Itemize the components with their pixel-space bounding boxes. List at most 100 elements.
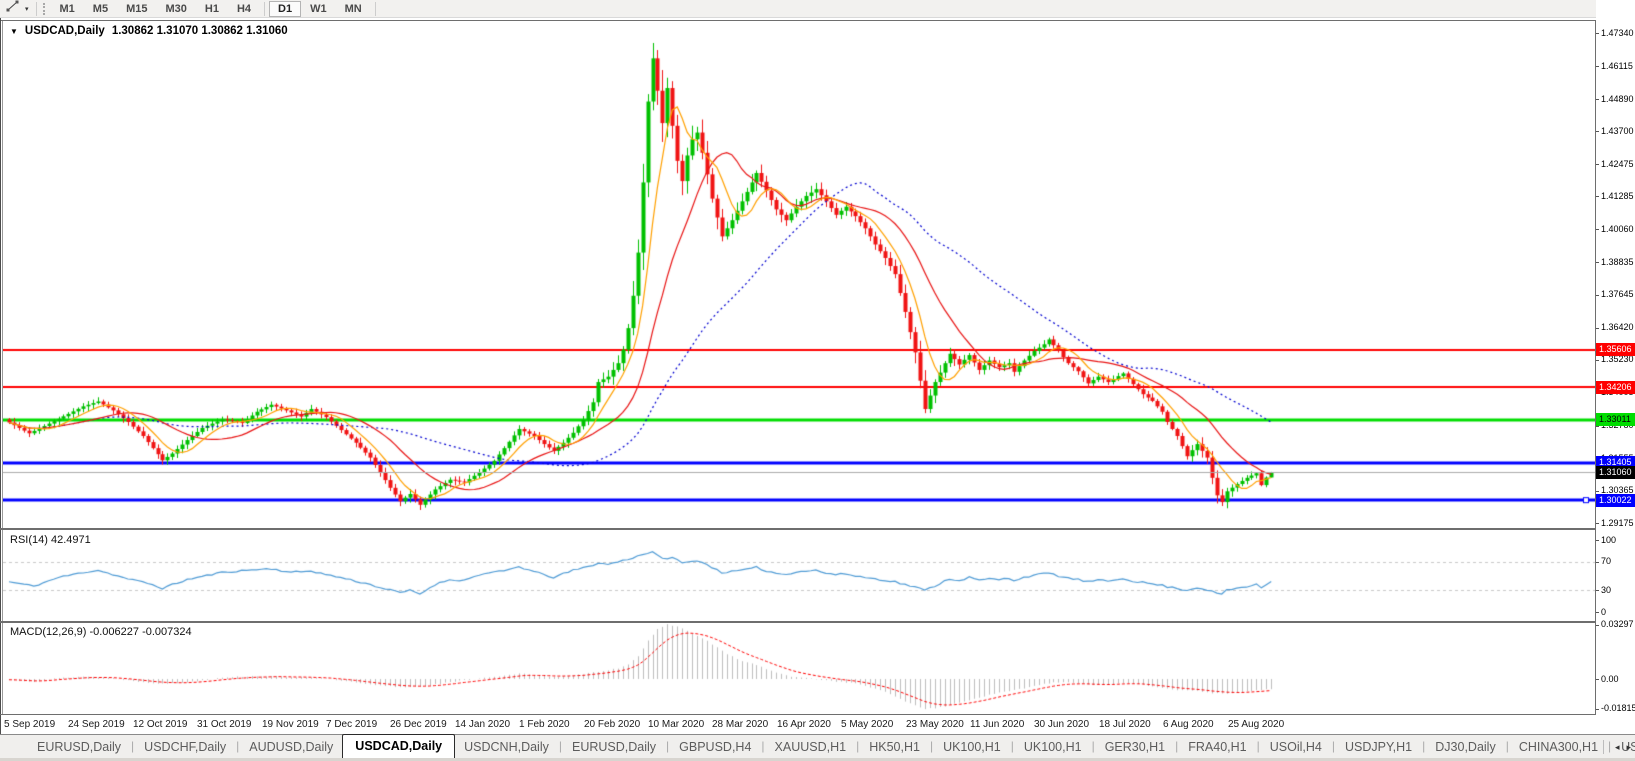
date-label: 28 Mar 2020 [712, 719, 769, 730]
tab-usdcnh-daily[interactable]: USDCNH,Daily [464, 740, 549, 754]
macd-panel[interactable]: MACD(12,26,9) -0.006227 -0.007324 [3, 623, 1595, 714]
panel-splitter[interactable] [0, 621, 1635, 623]
axis-tick [1596, 99, 1599, 100]
main-chart-canvas[interactable] [3, 21, 1595, 528]
tab-hk50-h1[interactable]: HK50,H1 [869, 740, 920, 754]
price-axis-label: 1.38835 [1601, 257, 1634, 267]
chart-frame-left [0, 18, 1, 758]
axis-tick [1596, 679, 1599, 680]
axis-tick [1596, 328, 1599, 329]
timeframe-m15[interactable]: M15 [126, 2, 148, 15]
price-axis-label: 1.47340 [1601, 28, 1634, 38]
axis-tick [1596, 523, 1599, 524]
tab-separator: | [1256, 739, 1260, 753]
tab-gbpusd-h4[interactable]: GBPUSD,H4 [679, 740, 752, 754]
axis-tick [1596, 164, 1599, 165]
axis-tick [1596, 625, 1599, 626]
tab-eurusd-daily[interactable]: EURUSD,Daily [37, 740, 122, 754]
tab-eurusd-daily[interactable]: EURUSD,Daily [571, 740, 657, 754]
date-label: 30 Jun 2020 [1034, 719, 1090, 730]
line-tool-button[interactable] [3, 0, 22, 18]
panel-splitter[interactable] [0, 528, 1635, 530]
macd-canvas[interactable] [3, 623, 1595, 714]
current-price-badge: 1.31060 [1596, 466, 1635, 479]
rsi-panel[interactable]: RSI(14) 42.4971 [3, 531, 1595, 621]
price-axis[interactable]: 1.47340 1.46115 1.44890 1.43700 1.42475 1.412… [1596, 0, 1635, 734]
axis-tick [1596, 295, 1599, 296]
tab-separator: | [1331, 739, 1335, 753]
price-axis-label: 1.43700 [1601, 126, 1634, 136]
tab-scroll-controls: ◂ ▸ [1602, 740, 1631, 754]
tab-fra40-h1[interactable]: FRA40,H1 [1188, 740, 1247, 754]
tab-china300-h1[interactable]: CHINA300,H1 [1518, 740, 1599, 754]
axis-tick [1596, 426, 1599, 427]
tab-separator: | [666, 739, 670, 753]
toolbar-separator [35, 1, 37, 16]
tab-usdcad-daily[interactable]: USDCAD,Daily [342, 734, 456, 758]
tab-usoil-h4[interactable]: USOil,H4 [1269, 740, 1322, 754]
tool-dropdown-caret[interactable]: ▾ [25, 5, 29, 13]
tab-separator: | [1010, 739, 1014, 753]
rsi-canvas[interactable] [3, 531, 1595, 621]
timeframe-m30[interactable]: M30 [165, 2, 187, 15]
chart-title: ▼ USDCAD,Daily 1.30862 1.31070 1.30862 1… [10, 25, 288, 37]
date-label: 20 Feb 2020 [584, 719, 641, 730]
timeframe-mn[interactable]: MN [344, 2, 362, 15]
macd-axis-label: 0.03297 [1601, 619, 1634, 629]
timeframe-h1[interactable]: H1 [204, 2, 219, 15]
rsi-axis-label: 30 [1601, 585, 1612, 595]
date-label: 5 May 2020 [841, 719, 894, 730]
date-label: 18 Jul 2020 [1099, 719, 1151, 730]
symbol-dropdown-icon[interactable]: ▼ [10, 26, 18, 36]
timeframe-w1[interactable]: W1 [310, 2, 327, 15]
tab-usdjpy-h1[interactable]: USDJPY,H1 [1344, 740, 1413, 754]
axis-tick [1596, 33, 1599, 34]
tab-audusd-daily[interactable]: AUDUSD,Daily [249, 740, 334, 754]
tab-uk100-h1[interactable]: UK100,H1 [1023, 740, 1082, 754]
tab-scroll-left-icon[interactable]: ◂ [1614, 741, 1620, 752]
price-axis-label: 1.36420 [1601, 322, 1634, 332]
panel-splitter [0, 714, 1635, 715]
timeframe-m1[interactable]: M1 [59, 2, 75, 15]
price-axis-label: 1.40060 [1601, 224, 1634, 234]
price-level-badge: 1.31405 [1596, 456, 1635, 469]
tab-dj30-daily[interactable]: DJ30,Daily [1435, 740, 1496, 754]
price-axis-label: 1.35230 [1601, 354, 1634, 364]
tab-separator: | [1175, 739, 1179, 753]
line-tool-icon [5, 0, 20, 18]
macd-axis-label: -0.01815 [1601, 703, 1635, 713]
tab-xauusd-h1[interactable]: XAUUSD,H1 [774, 740, 847, 754]
timeframe-h4[interactable]: H4 [236, 2, 252, 15]
price-chart-panel[interactable]: ▼ USDCAD,Daily 1.30862 1.31070 1.30862 1… [3, 21, 1595, 528]
tab-usdchf-daily[interactable]: USDCHF,Daily [144, 740, 227, 754]
axis-tick [1596, 262, 1599, 263]
price-axis-label: 1.30365 [1601, 485, 1634, 495]
date-label: 11 Jun 2020 [970, 719, 1025, 730]
date-label: 19 Nov 2019 [262, 719, 319, 730]
price-level-badge: 1.30022 [1596, 494, 1635, 507]
rsi-axis-label: 70 [1601, 556, 1612, 566]
tab-separator: | [1091, 739, 1095, 753]
toolbar-grip[interactable] [42, 2, 45, 15]
timeframe-d1[interactable]: D1 [269, 0, 302, 17]
timeframe-m5[interactable]: M5 [92, 2, 109, 15]
date-axis[interactable]: 5 Sep 2019 24 Sep 2019 12 Oct 2019 31 Oct 2… [3, 716, 1635, 734]
tab-separator: | [761, 739, 765, 753]
tab-ger30-h1[interactable]: GER30,H1 [1104, 740, 1166, 754]
axis-tick [1596, 131, 1599, 132]
date-label: 1 Feb 2020 [519, 719, 570, 730]
price-axis-label: 1.44890 [1601, 94, 1634, 104]
date-label: 12 Oct 2019 [133, 719, 188, 730]
tab-usoil-h1[interactable]: USOil,H1 [1621, 740, 1635, 754]
axis-tick [1596, 196, 1599, 197]
chart-tab-bar: EURUSD,Daily | USDCHF,Daily | AUDUSD,Daily US… [0, 734, 1635, 758]
date-label: 16 Apr 2020 [777, 719, 831, 730]
tab-uk100-h1[interactable]: UK100,H1 [943, 740, 1001, 754]
date-label: 23 May 2020 [906, 719, 964, 730]
rsi-axis-label: 0 [1601, 607, 1607, 617]
axis-tick [1596, 540, 1599, 541]
date-label: 6 Aug 2020 [1163, 719, 1214, 730]
axis-tick [1596, 229, 1599, 230]
date-label: 26 Dec 2019 [390, 719, 447, 730]
tab-scroll-right-icon[interactable]: ▸ [1626, 741, 1631, 752]
